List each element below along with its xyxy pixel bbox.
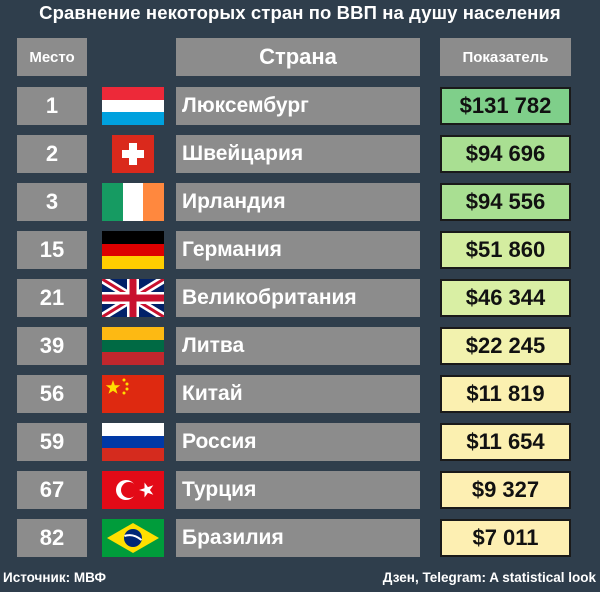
table-row: 82 Бразилия $7 011 [0,519,600,557]
header-value: Показатель [440,38,571,76]
country-cell: Великобритания [176,279,420,317]
header-country: Страна [176,38,420,76]
russia-flag [102,423,164,461]
table-row: 59 Россия $11 654 [0,423,600,461]
luxembourg-flag [102,87,164,125]
country-cell: Швейцария [176,135,420,173]
value-cell: $131 782 [440,87,571,125]
value-cell: $94 556 [440,183,571,221]
china-flag [102,375,164,413]
table-row: 21 Великобритания $46 344 [0,279,600,317]
rank-cell: 1 [17,87,87,125]
rank-cell: 82 [17,519,87,557]
value-cell: $94 696 [440,135,571,173]
country-cell: Бразилия [176,519,420,557]
value-cell: $7 011 [440,519,571,557]
lithuania-flag [102,327,164,365]
credit-note: Дзен, Telegram: A statistical look [382,570,596,585]
header-rank: Место [17,38,87,76]
table-row: 1 Люксембург $131 782 [0,87,600,125]
table-row: 15 Германия $51 860 [0,231,600,269]
rank-cell: 56 [17,375,87,413]
ireland-flag [102,183,164,221]
table-row: 56 Китай $11 819 [0,375,600,413]
value-cell: $51 860 [440,231,571,269]
country-cell: Литва [176,327,420,365]
germany-flag [102,231,164,269]
rank-cell: 21 [17,279,87,317]
uk-flag [102,279,164,317]
country-cell: Люксембург [176,87,420,125]
value-cell: $11 654 [440,423,571,461]
chart-title: Сравнение некоторых стран по ВВП на душу… [39,2,561,23]
rank-cell: 15 [17,231,87,269]
country-cell: Германия [176,231,420,269]
country-cell: Китай [176,375,420,413]
value-cell: $22 245 [440,327,571,365]
table-row: 39 Литва $22 245 [0,327,600,365]
table-row: 2 Швейцария $94 696 [0,135,600,173]
rank-cell: 2 [17,135,87,173]
table-row: 67 Турция $9 327 [0,471,600,509]
rank-cell: 59 [17,423,87,461]
brazil-flag [102,519,164,557]
country-cell: Ирландия [176,183,420,221]
turkey-flag [102,471,164,509]
table-row: 3 Ирландия $94 556 [0,183,600,221]
country-cell: Россия [176,423,420,461]
rank-cell: 3 [17,183,87,221]
value-cell: $46 344 [440,279,571,317]
rank-cell: 39 [17,327,87,365]
country-cell: Турция [176,471,420,509]
value-cell: $11 819 [440,375,571,413]
rank-cell: 67 [17,471,87,509]
source-note: Источник: МВФ [3,570,107,585]
value-cell: $9 327 [440,471,571,509]
switzerland-flag [102,135,164,173]
